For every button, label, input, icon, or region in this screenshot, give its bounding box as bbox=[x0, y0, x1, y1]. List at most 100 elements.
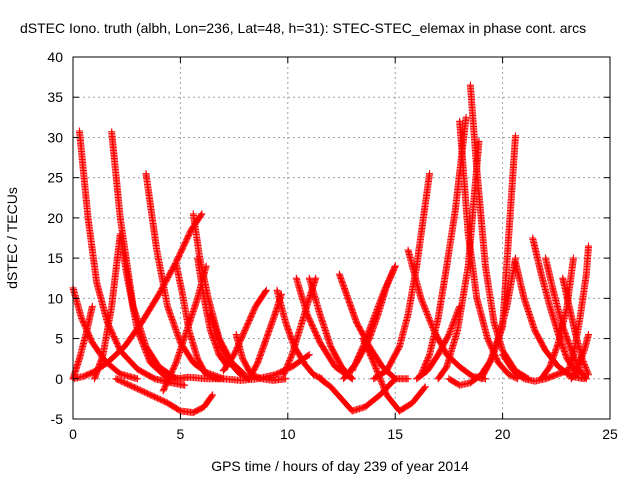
data-marker bbox=[364, 331, 372, 339]
data-point bbox=[198, 210, 206, 218]
data-marker bbox=[375, 301, 383, 309]
data-point bbox=[305, 351, 313, 359]
data-marker bbox=[391, 264, 399, 272]
data-marker bbox=[304, 352, 312, 360]
data-marker bbox=[380, 288, 388, 296]
data-marker bbox=[377, 376, 385, 384]
data-marker bbox=[422, 306, 430, 314]
data-point bbox=[370, 314, 378, 322]
data-marker bbox=[371, 363, 379, 371]
data-marker bbox=[418, 297, 426, 305]
data-marker bbox=[378, 379, 386, 387]
data-marker bbox=[445, 329, 453, 337]
data-marker bbox=[377, 295, 385, 303]
data-marker bbox=[371, 311, 379, 319]
data-marker bbox=[375, 300, 383, 308]
data-marker bbox=[425, 315, 433, 323]
data-point bbox=[181, 381, 189, 389]
data-marker bbox=[381, 386, 389, 394]
y-axis-label: dSTEC / TECUs bbox=[4, 187, 20, 289]
chart-title: dSTEC Iono. truth (albh, Lon=236, Lat=48… bbox=[20, 20, 586, 36]
data-marker bbox=[371, 310, 379, 318]
data-point bbox=[391, 262, 399, 270]
y-tick-label: 0 bbox=[55, 371, 63, 387]
data-point bbox=[209, 391, 217, 399]
data-marker bbox=[426, 318, 434, 326]
data-arc bbox=[219, 286, 270, 375]
x-tick-label: 0 bbox=[69, 426, 77, 442]
data-point bbox=[426, 170, 434, 178]
y-tick-label: 5 bbox=[55, 331, 63, 347]
data-marker bbox=[378, 292, 386, 300]
data-marker bbox=[373, 306, 381, 314]
data-marker bbox=[426, 316, 434, 324]
data-point bbox=[133, 375, 141, 383]
data-point bbox=[404, 375, 412, 383]
data-marker bbox=[363, 332, 371, 340]
data-marker bbox=[424, 312, 432, 320]
data-marker bbox=[446, 328, 454, 336]
data-marker bbox=[367, 320, 375, 328]
data-marker bbox=[425, 313, 433, 321]
data-marker bbox=[427, 319, 435, 327]
y-tick-label: 20 bbox=[47, 210, 63, 226]
data-marker bbox=[372, 365, 380, 373]
data-arc bbox=[69, 284, 141, 383]
data-point bbox=[511, 132, 519, 140]
data-marker bbox=[347, 374, 355, 382]
data-marker bbox=[367, 322, 375, 330]
data-marker bbox=[380, 385, 388, 393]
data-marker bbox=[369, 316, 377, 324]
data-marker bbox=[379, 289, 387, 297]
data-arc bbox=[69, 302, 96, 383]
data-marker bbox=[448, 323, 456, 331]
x-tick-label: 20 bbox=[495, 426, 511, 442]
data-point bbox=[421, 383, 429, 391]
data-marker bbox=[371, 362, 379, 370]
data-marker bbox=[425, 352, 433, 360]
data-marker bbox=[373, 366, 381, 374]
data-marker bbox=[374, 303, 382, 311]
data-marker bbox=[420, 384, 428, 392]
data-marker bbox=[447, 326, 455, 334]
data-points bbox=[69, 81, 593, 417]
data-marker bbox=[376, 298, 384, 306]
data-marker bbox=[372, 309, 380, 317]
data-marker bbox=[447, 325, 455, 333]
data-arc bbox=[477, 254, 519, 383]
data-arc bbox=[348, 262, 399, 375]
data-marker bbox=[197, 211, 205, 219]
data-marker bbox=[368, 319, 376, 327]
data-marker bbox=[423, 309, 431, 317]
data-marker bbox=[419, 299, 427, 307]
data-marker bbox=[365, 328, 373, 336]
data-marker bbox=[422, 307, 430, 315]
data-point bbox=[462, 113, 470, 121]
y-tick-label: 35 bbox=[47, 89, 63, 105]
y-tick-label: -5 bbox=[51, 411, 64, 427]
x-tick-label: 5 bbox=[177, 426, 185, 442]
data-marker bbox=[287, 352, 295, 360]
x-axis-label: GPS time / hours of day 239 of year 2014 bbox=[211, 458, 469, 474]
data-arc bbox=[112, 375, 217, 417]
data-marker bbox=[379, 382, 387, 390]
data-point bbox=[348, 375, 356, 383]
y-tick-label: 15 bbox=[47, 250, 63, 266]
y-tick-label: 40 bbox=[47, 49, 63, 65]
data-point bbox=[282, 375, 290, 383]
data-marker bbox=[208, 392, 216, 400]
data-point bbox=[417, 294, 425, 302]
data-arc bbox=[456, 117, 522, 383]
data-marker bbox=[370, 360, 378, 368]
data-marker bbox=[380, 384, 388, 392]
data-marker bbox=[418, 296, 426, 304]
data-marker bbox=[419, 300, 427, 308]
data-arc bbox=[75, 127, 189, 389]
data-marker bbox=[366, 323, 374, 331]
data-marker bbox=[381, 388, 389, 396]
data-marker bbox=[423, 310, 431, 318]
data-point bbox=[88, 302, 96, 310]
y-tick-label: 30 bbox=[47, 129, 63, 145]
data-marker bbox=[377, 378, 385, 386]
